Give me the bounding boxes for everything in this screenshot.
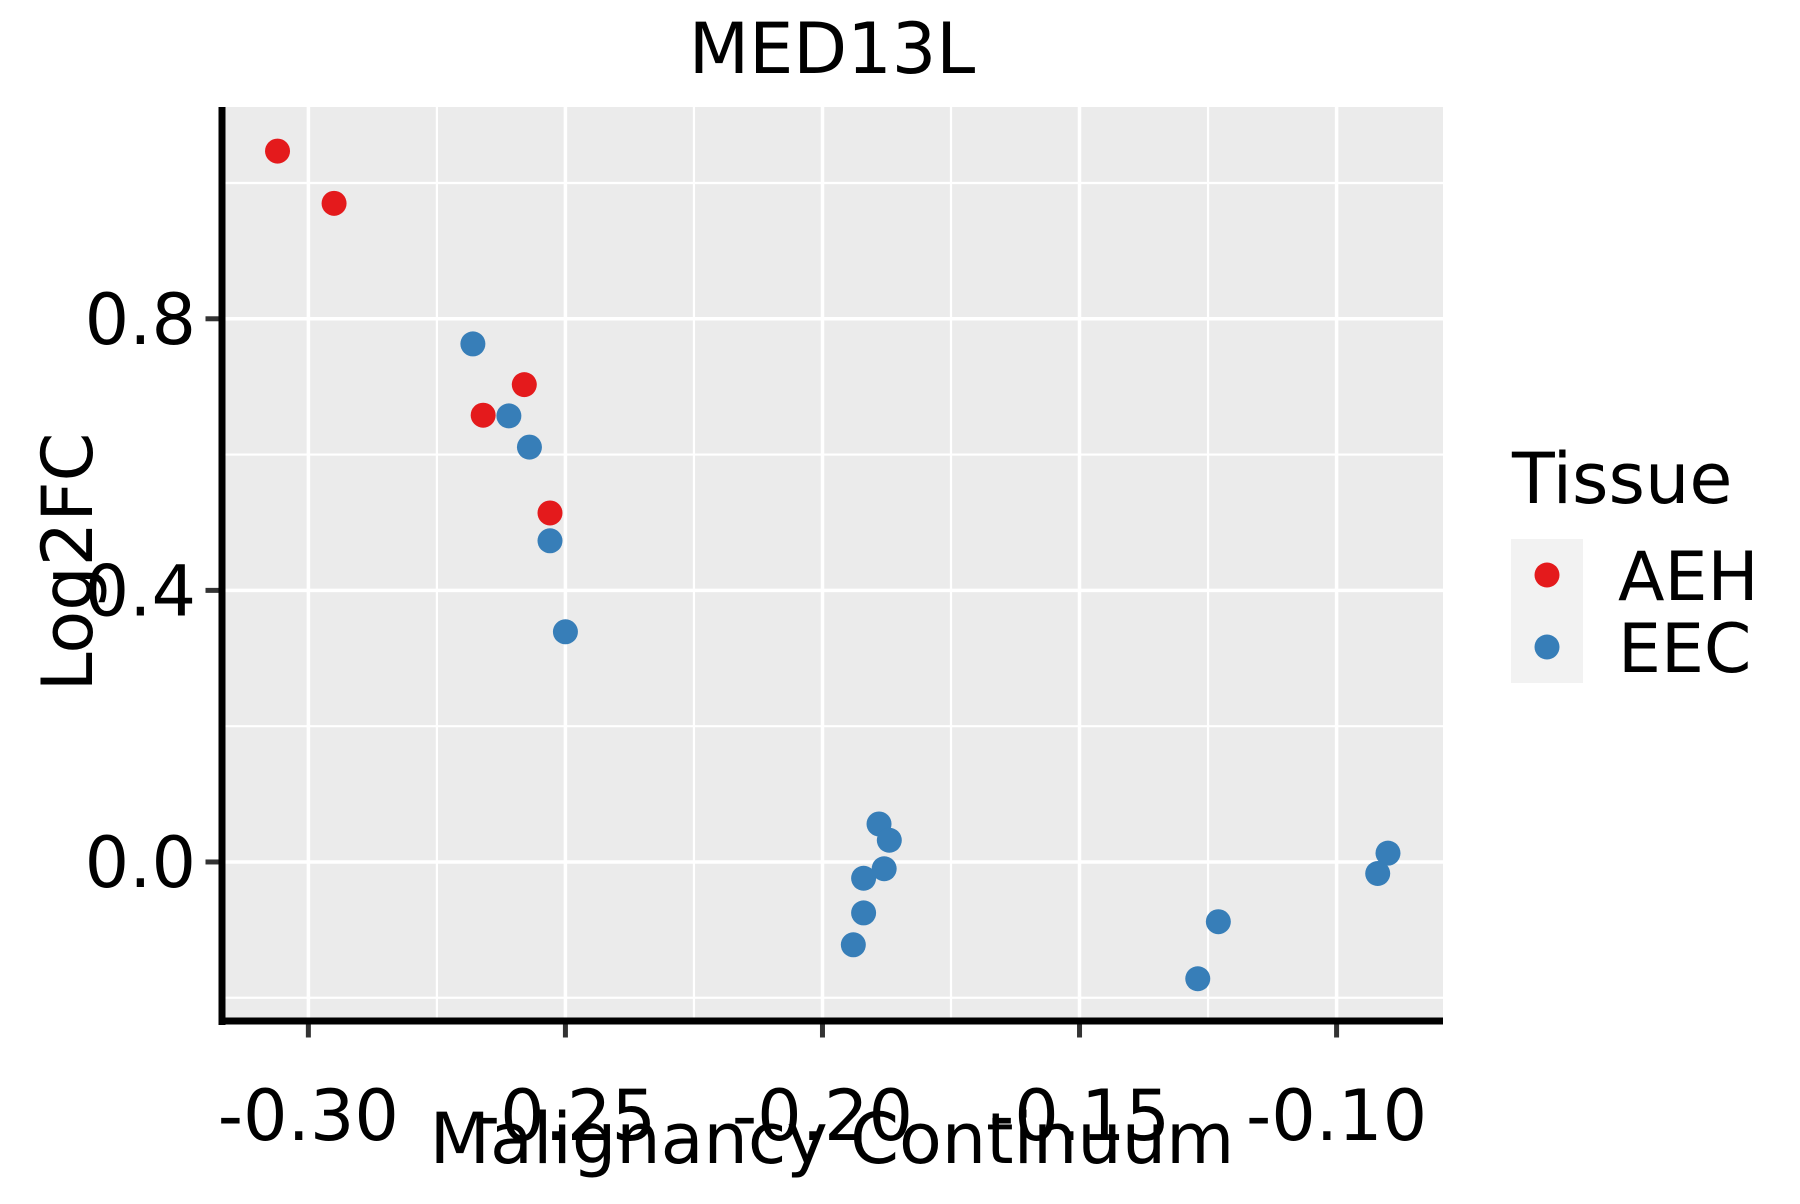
data-point-aeh	[537, 500, 563, 526]
plot-panel	[222, 107, 1443, 1018]
y-tick-label: 0.4	[85, 550, 196, 632]
x-tick-mark	[819, 1024, 825, 1038]
axis-layer	[205, 107, 1443, 1038]
y-tick-label: 0.0	[85, 822, 196, 904]
data-point-eec	[840, 932, 866, 958]
y-tick-label: 0.8	[85, 279, 196, 361]
data-point-eec	[496, 403, 522, 429]
data-point-eec	[1185, 966, 1211, 992]
data-point-eec	[851, 900, 877, 926]
x-tick-label: -0.15	[989, 1075, 1170, 1157]
legend-key-dot-eec	[1534, 634, 1560, 660]
data-point-eec	[460, 331, 486, 357]
y-tick-mark	[205, 859, 219, 865]
y-tick-mark	[205, 316, 219, 322]
data-point-aeh	[511, 372, 537, 398]
data-point-aeh	[321, 190, 347, 216]
legend-label-aeh: AEH	[1618, 538, 1759, 617]
x-axis-title: Malignancy Continuum	[430, 1098, 1235, 1180]
legend-label-eec: EEC	[1618, 610, 1751, 689]
y-axis-title: Log2FC	[27, 433, 109, 692]
plot-panel-layer	[222, 107, 1443, 1018]
x-tick-label: -0.20	[732, 1075, 913, 1157]
x-axis-spine	[218, 1017, 1443, 1025]
x-tick-label: -0.25	[475, 1075, 656, 1157]
x-tick-mark	[1334, 1024, 1340, 1038]
data-point-eec	[1205, 909, 1231, 935]
data-point-eec	[851, 865, 877, 891]
data-point-eec	[876, 827, 902, 853]
y-axis-spine	[218, 107, 226, 1025]
legend-key-dot-aeh	[1534, 562, 1560, 588]
data-point-layer	[265, 138, 1401, 992]
data-point-aeh	[470, 402, 496, 428]
data-point-eec	[552, 619, 578, 645]
x-tick-mark	[305, 1024, 311, 1038]
data-point-eec	[1375, 840, 1401, 866]
y-tick-mark	[205, 587, 219, 593]
x-tick-label: -0.10	[1246, 1075, 1427, 1157]
chart-title: MED13L	[689, 8, 976, 90]
data-point-eec	[537, 528, 563, 554]
x-tick-mark	[562, 1024, 568, 1038]
x-tick-mark	[1077, 1024, 1083, 1038]
legend-title: Tissue	[1511, 438, 1732, 520]
tick-label-layer: -0.30 -0.25 -0.20 -0.15 -0.10 0.0 0.4 0.8	[85, 279, 1427, 1157]
gridline-layer	[222, 107, 1443, 1018]
data-point-aeh	[265, 138, 291, 164]
x-tick-label: -0.30	[218, 1075, 399, 1157]
data-point-eec	[871, 856, 897, 882]
data-point-eec	[516, 434, 542, 460]
data-point-eec	[1365, 861, 1391, 887]
